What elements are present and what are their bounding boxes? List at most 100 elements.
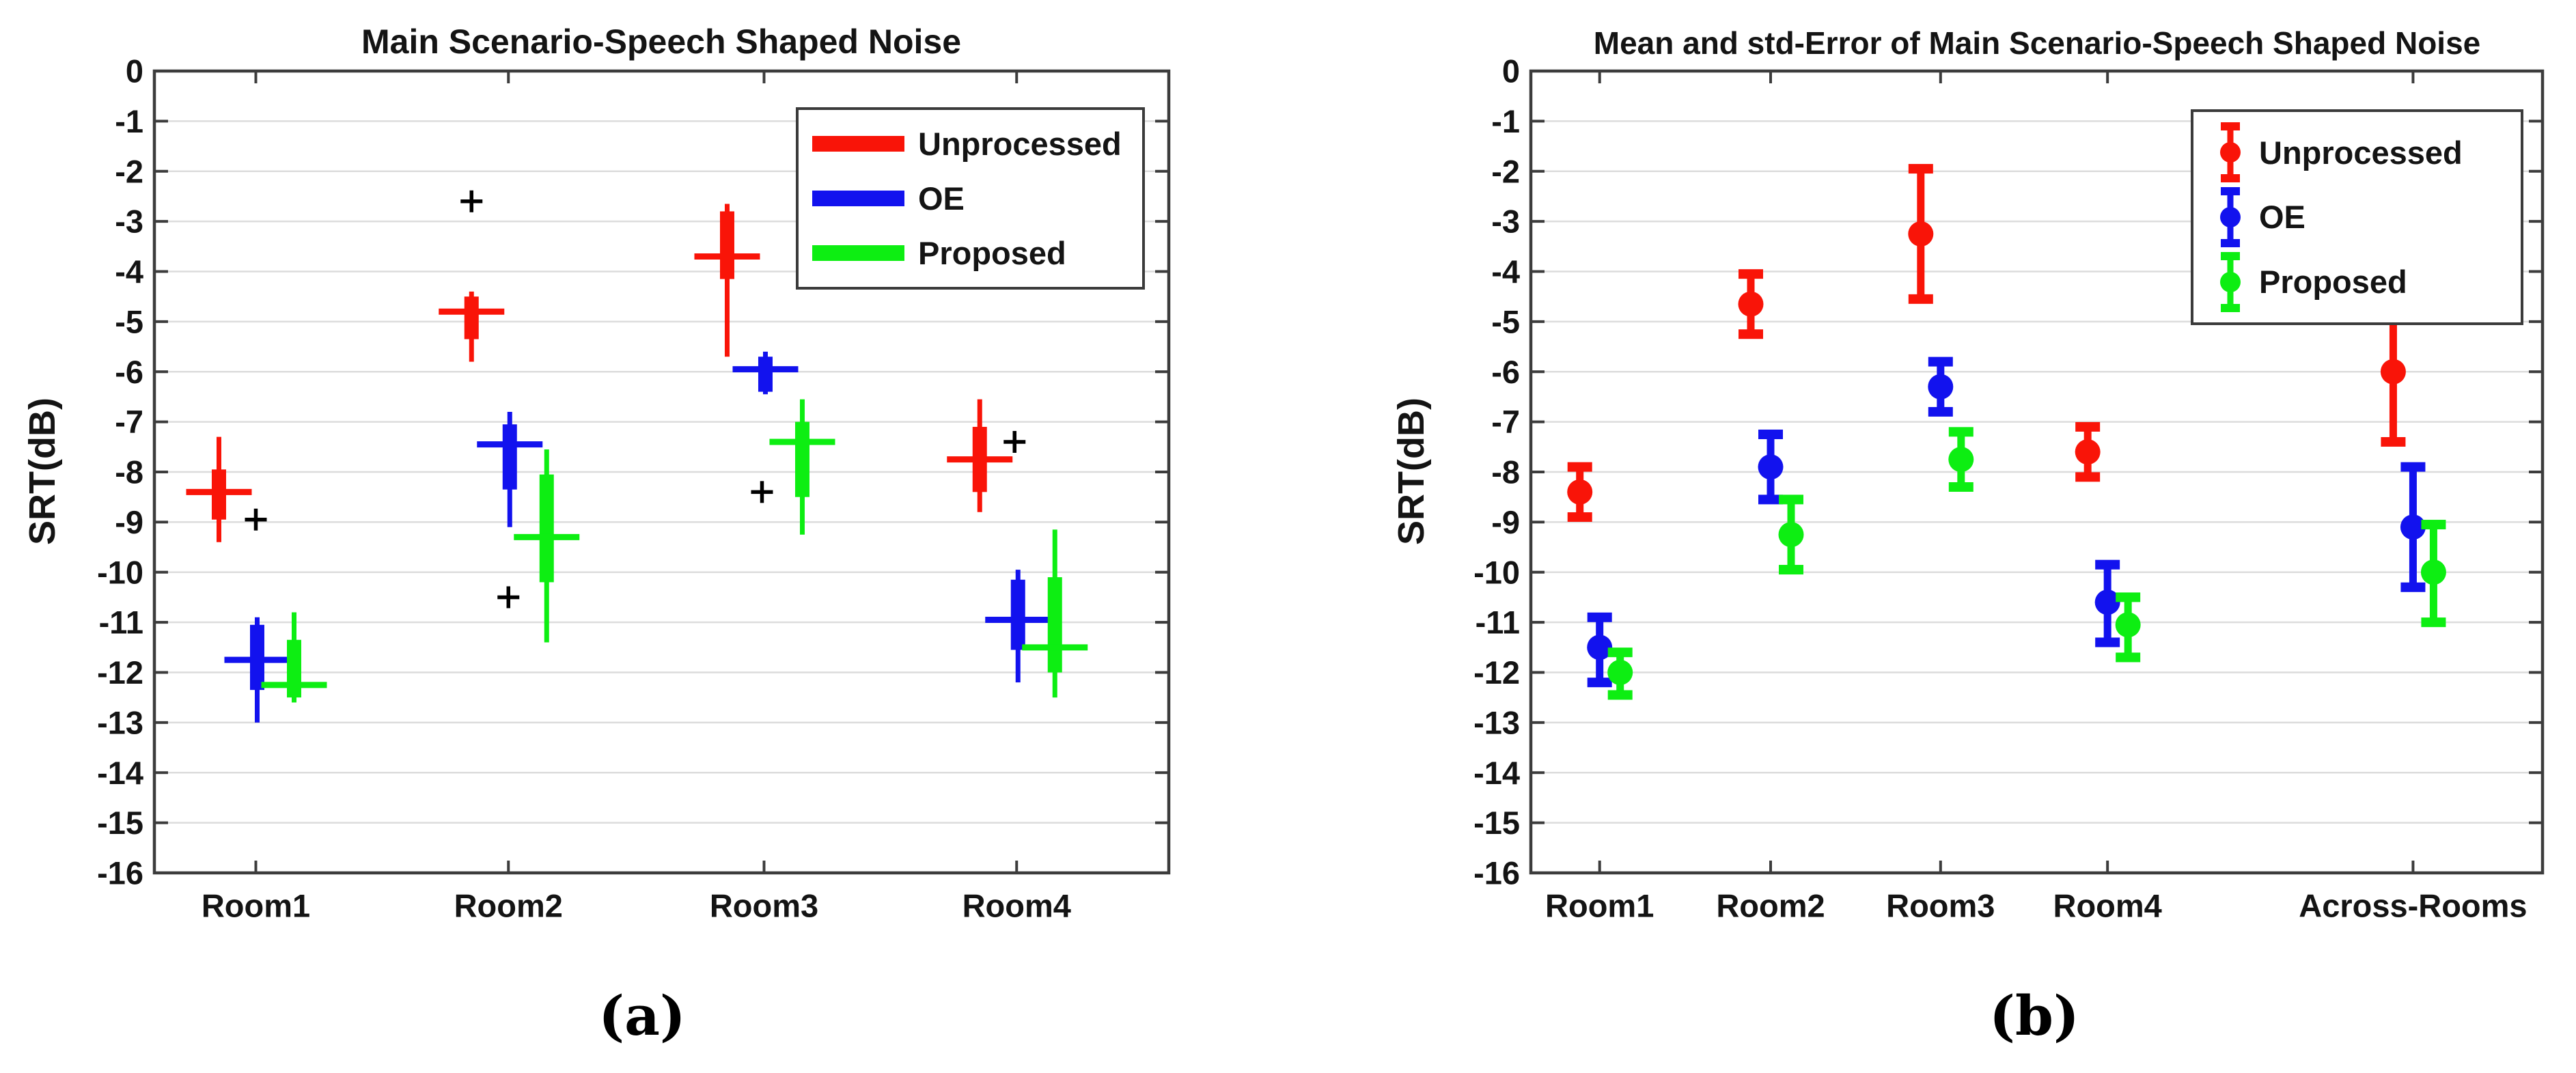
errorbar-cap-top	[1908, 164, 1933, 174]
box-Proposed-Room4	[1047, 577, 1062, 673]
errorbar-cap-top	[2400, 462, 2426, 472]
y-tick-label: -12	[97, 654, 143, 691]
y-tick-label: -8	[115, 454, 143, 490]
y-tick-label: -7	[1491, 404, 1520, 440]
y-tick-label: -1	[115, 103, 143, 139]
y-tick-label: -7	[115, 404, 143, 440]
y-tick-label: -5	[115, 303, 143, 339]
x-tick-label-Room2: Room2	[454, 888, 563, 924]
errorbar-cap-bottom	[2381, 436, 2406, 447]
axes-frame	[1529, 69, 2545, 875]
oe-errorbar-swatch-icon	[2220, 186, 2241, 247]
legend-label: OE	[2259, 199, 2305, 236]
box-Proposed-Room3	[794, 421, 809, 497]
errorbar-cap-bottom	[1567, 512, 1592, 522]
mean-marker-Unprocessed-Room2	[1738, 291, 1764, 317]
mean-marker-Unprocessed-Room3	[1908, 221, 1934, 247]
oe-line-swatch-icon	[812, 190, 904, 206]
mean-marker-Unprocessed-Room1	[1567, 479, 1593, 505]
y-tick-label: -11	[99, 604, 143, 641]
mean-marker-OE-Room2	[1758, 454, 1784, 480]
x-tick-label-Across-Rooms: Across-Rooms	[2299, 888, 2527, 924]
errorbar-cap-top	[1928, 357, 1953, 367]
y-tick-label: -16	[97, 855, 143, 891]
errorbar-cap-bottom	[1587, 678, 1612, 688]
y-tick-label: -14	[1473, 755, 1520, 791]
y-tick-label: -13	[97, 704, 143, 740]
y-tick-label: -3	[1491, 204, 1520, 240]
box-OE-Room2	[502, 424, 517, 490]
legend-label: Proposed	[2259, 264, 2407, 301]
mean-marker-OE-Room1	[1587, 635, 1613, 660]
unprocessed-errorbar-swatch-icon	[2220, 122, 2241, 183]
y-tick-label: -16	[1473, 855, 1520, 891]
legend-item-unprocessed: Unprocessed	[804, 125, 1137, 163]
y-tick-label: -11	[1476, 604, 1520, 641]
errorbar-cap-bottom	[2421, 617, 2446, 628]
y-tick-label: -13	[1473, 704, 1520, 740]
mean-marker-Proposed-Across-Rooms	[2420, 559, 2446, 585]
errorbar-cap-bottom	[1738, 329, 1763, 339]
errorbar-cap-top	[2095, 559, 2120, 570]
box-Unprocessed-Room2	[464, 296, 479, 339]
errorbar-cap-bottom	[1948, 482, 1973, 492]
errorbar-cap-bottom	[2095, 637, 2120, 647]
mean-marker-Proposed-Room1	[1607, 660, 1633, 685]
legend-label: Unprocessed	[2259, 134, 2463, 171]
box-Unprocessed-Room3	[719, 211, 734, 279]
y-tick-label: -5	[1491, 303, 1520, 339]
y-tick-label: -4	[115, 253, 143, 290]
errorbar-cap-bottom	[2116, 652, 2141, 663]
legend-label: Proposed	[918, 234, 1066, 271]
y-tick-label: -4	[1491, 253, 1520, 290]
mean-marker-OE-Across-Rooms	[2400, 514, 2426, 540]
box-Proposed-Room1	[287, 639, 301, 698]
mean-marker-Proposed-Room2	[1778, 522, 1804, 548]
x-tick-label-Room4: Room4	[962, 888, 1071, 924]
panel-b-ylabel: SRT(dB)	[1391, 398, 1432, 545]
legend-item-unprocessed: Unprocessed	[2199, 121, 2515, 184]
legend-item-oe: OE	[804, 180, 1137, 217]
panel-b-caption: (b)	[1989, 984, 2079, 1048]
x-tick-label-Room4: Room4	[2053, 888, 2162, 924]
proposed-line-swatch-icon	[812, 245, 904, 261]
x-tick-label-Room1: Room1	[1545, 888, 1654, 924]
mean-marker-Unprocessed-Room4	[2075, 439, 2101, 465]
errorbar-cap-bottom	[1607, 690, 1633, 700]
x-tick-label-Room3: Room3	[710, 888, 818, 924]
errorbar-cap-bottom	[2075, 472, 2101, 482]
errorbar-cap-bottom	[1778, 565, 1803, 575]
y-tick-label: -3	[115, 204, 143, 240]
y-tick-label: -10	[1473, 554, 1520, 590]
errorbar-cap-bottom	[1908, 294, 1933, 304]
y-tick-label: -2	[1491, 153, 1520, 189]
mean-marker-OE-Room4	[2094, 589, 2120, 615]
legend-label: Unprocessed	[918, 126, 1122, 163]
errorbar-cap-top	[1587, 612, 1612, 622]
errorbar-cap-top	[1778, 494, 1803, 505]
y-tick-label: -12	[1473, 654, 1520, 691]
y-tick-label: -1	[1491, 103, 1520, 139]
mean-marker-Proposed-Room4	[2115, 612, 2141, 638]
errorbar-cap-top	[1567, 462, 1592, 472]
mean-marker-OE-Room3	[1928, 374, 1954, 400]
mean-marker-Unprocessed-Across-Rooms	[2380, 359, 2406, 385]
errorbar-cap-top	[1607, 647, 1633, 658]
panel-a-ylabel: SRT(dB)	[22, 398, 63, 545]
y-tick-label: -9	[115, 504, 143, 540]
x-tick-label-Room2: Room2	[1716, 888, 1825, 924]
legend-label: OE	[918, 180, 965, 217]
y-tick-label: -6	[115, 354, 143, 390]
y-tick-label: -15	[1473, 805, 1520, 841]
panel-b-legend: Unprocessed OE Proposed	[2191, 109, 2523, 325]
errorbar-cap-top	[2075, 421, 2101, 432]
errorbar-cap-top	[1758, 429, 1783, 439]
box-OE-Room4	[1010, 579, 1025, 650]
mean-marker-Proposed-Room3	[1948, 447, 1974, 473]
errorbar-cap-bottom	[1928, 406, 1953, 417]
y-tick-label: 0	[126, 53, 143, 89]
y-tick-label: 0	[1502, 53, 1520, 89]
unprocessed-line-swatch-icon	[812, 136, 904, 152]
x-tick-label-Room3: Room3	[1886, 888, 1995, 924]
